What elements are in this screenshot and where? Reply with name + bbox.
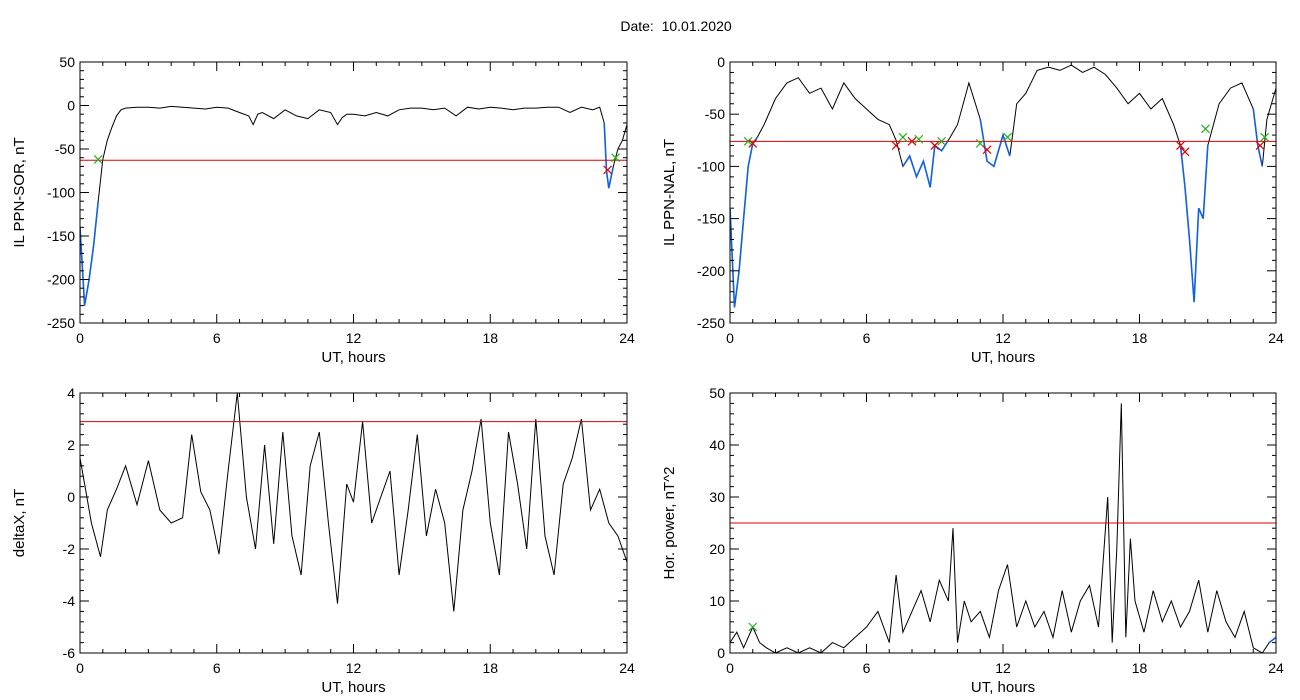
end-marker bbox=[1176, 141, 1185, 150]
panel-il-nal: 0 6 12 18 24 0 -50 -100 -150 -200 -250 UT, hours IL … bbox=[661, 54, 1284, 366]
y-tick-label: -100 bbox=[697, 158, 725, 174]
x-tick-label: 12 bbox=[346, 330, 362, 346]
y-axis-title: Hor. power, nT^2 bbox=[661, 467, 678, 580]
highlight-segment bbox=[979, 119, 1011, 168]
start-marker bbox=[898, 132, 908, 142]
x-tick-label: 0 bbox=[76, 330, 84, 346]
y-tick-label: -250 bbox=[47, 315, 75, 331]
highlight-segment bbox=[603, 122, 615, 189]
plot-frame bbox=[79, 61, 628, 324]
x-tick-label: 0 bbox=[726, 660, 734, 676]
y-tick-label: -50 bbox=[55, 141, 75, 157]
y-tick-label: -200 bbox=[697, 263, 725, 279]
highlight-segment bbox=[1268, 636, 1276, 644]
plot-frame bbox=[729, 61, 1277, 324]
data-line bbox=[80, 105, 627, 306]
end-marker bbox=[907, 136, 917, 146]
data-line bbox=[730, 64, 1276, 308]
x-tick-label: 18 bbox=[1132, 660, 1148, 676]
y-tick-label: 2 bbox=[67, 437, 75, 453]
data-line bbox=[80, 393, 627, 612]
x-tick-label: 18 bbox=[482, 330, 498, 346]
highlight-segment bbox=[902, 139, 950, 188]
x-tick-label: 18 bbox=[1132, 330, 1148, 346]
x-tick-label: 6 bbox=[213, 330, 221, 346]
y-tick-label: 0 bbox=[717, 54, 725, 70]
x-tick-label: 6 bbox=[863, 660, 871, 676]
end-marker bbox=[1255, 141, 1265, 150]
x-tick-label: 18 bbox=[482, 660, 498, 676]
panel-deltax: 0 6 12 18 24 4 2 0 -2 -4 -6 UT, hours deltaX, nT bbox=[11, 385, 635, 696]
panel-hor-power: 0 6 12 18 24 50 40 30 20 10 0 UT, hours Hor. power, … bbox=[661, 385, 1284, 696]
x-axis-title: UT, hours bbox=[971, 679, 1035, 696]
panel-il-sor: 0 6 12 18 24 50 0 -50 -100 -150 -200 -250 UT, hours I… bbox=[11, 54, 635, 366]
start-marker bbox=[748, 622, 758, 632]
y-tick-label: 10 bbox=[709, 593, 725, 609]
start-marker bbox=[611, 153, 621, 163]
y-tick-label: -100 bbox=[47, 185, 75, 201]
y-tick-label: -150 bbox=[47, 228, 75, 244]
end-marker bbox=[603, 165, 613, 175]
start-marker bbox=[1003, 132, 1012, 142]
x-tick-label: 24 bbox=[1268, 660, 1284, 676]
x-tick-label: 12 bbox=[346, 660, 362, 676]
y-tick-label: 50 bbox=[709, 385, 725, 401]
y-tick-label: 50 bbox=[59, 54, 75, 70]
y-tick-label: 40 bbox=[709, 437, 725, 453]
plot-frame bbox=[79, 392, 628, 654]
start-marker bbox=[937, 136, 946, 146]
start-marker bbox=[1201, 124, 1210, 134]
highlight-segment bbox=[1179, 145, 1209, 303]
y-axis-title: deltaX, nT bbox=[11, 489, 28, 557]
y-tick-label: -4 bbox=[63, 593, 76, 609]
x-tick-label: 24 bbox=[619, 660, 635, 676]
x-tick-label: 12 bbox=[995, 330, 1011, 346]
start-marker bbox=[743, 136, 753, 146]
x-tick-label: 6 bbox=[863, 330, 871, 346]
x-tick-label: 0 bbox=[76, 660, 84, 676]
y-tick-label: -200 bbox=[47, 272, 75, 288]
x-axis-title: UT, hours bbox=[321, 679, 385, 696]
end-marker bbox=[982, 145, 992, 155]
highlight-segment bbox=[730, 136, 758, 308]
y-tick-label: 4 bbox=[67, 385, 75, 401]
x-tick-label: 0 bbox=[726, 330, 734, 346]
end-marker bbox=[891, 141, 901, 150]
y-tick-label: 0 bbox=[67, 489, 75, 505]
x-tick-label: 24 bbox=[619, 330, 635, 346]
y-tick-label: 0 bbox=[717, 645, 725, 661]
y-tick-label: 30 bbox=[709, 489, 725, 505]
start-marker bbox=[914, 134, 924, 144]
start-marker bbox=[1260, 132, 1270, 142]
y-tick-label: -250 bbox=[697, 315, 725, 331]
y-tick-label: -6 bbox=[63, 645, 76, 661]
end-marker bbox=[748, 139, 758, 148]
end-marker bbox=[930, 141, 940, 150]
highlight-segment bbox=[1252, 108, 1264, 167]
y-tick-label: 0 bbox=[67, 98, 75, 114]
y-tick-label: 20 bbox=[709, 541, 725, 557]
end-marker bbox=[1180, 147, 1190, 157]
y-tick-label: -50 bbox=[705, 106, 725, 122]
y-axis-title: IL PPN-NAL, nT bbox=[661, 139, 678, 246]
y-tick-label: -2 bbox=[63, 541, 76, 557]
x-tick-label: 24 bbox=[1268, 330, 1284, 346]
x-tick-label: 12 bbox=[995, 660, 1011, 676]
x-axis-title: UT, hours bbox=[971, 349, 1035, 366]
data-line bbox=[730, 403, 1276, 653]
start-marker bbox=[93, 155, 103, 164]
x-axis-title: UT, hours bbox=[321, 349, 385, 366]
y-tick-label: -150 bbox=[697, 211, 725, 227]
x-tick-label: 6 bbox=[213, 660, 221, 676]
page-title: Date: 10.01.2020 bbox=[620, 18, 732, 34]
y-axis-title: IL PPN-SOR, nT bbox=[11, 137, 28, 247]
